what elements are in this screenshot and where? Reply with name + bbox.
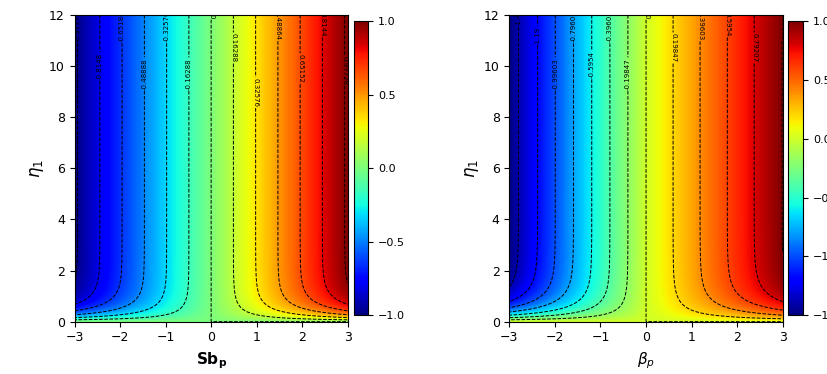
Text: -0.16288: -0.16288: [186, 58, 192, 90]
Text: 0.8144: 0.8144: [319, 12, 325, 36]
Text: 0: 0: [643, 14, 648, 19]
Text: -1.4: -1.4: [515, 13, 521, 27]
Text: -0.79603: -0.79603: [570, 10, 576, 42]
Text: -1.19: -1.19: [534, 27, 540, 45]
Y-axis label: $\eta_1$: $\eta_1$: [462, 159, 480, 178]
Text: -0.99603: -0.99603: [552, 58, 557, 90]
Text: -0.8148: -0.8148: [97, 53, 103, 80]
Text: -0.97776: -0.97776: [74, 10, 80, 42]
Text: -0.48888: -0.48888: [141, 58, 147, 90]
X-axis label: $\beta_p$: $\beta_p$: [636, 350, 654, 371]
Y-axis label: $\eta_1$: $\eta_1$: [28, 159, 46, 178]
Text: 0.99603: 0.99603: [778, 11, 784, 40]
Text: -0.65184: -0.65184: [119, 11, 125, 42]
Text: -0.19847: -0.19847: [624, 58, 630, 90]
Text: -0.39603: -0.39603: [606, 10, 612, 42]
Text: -0.5954: -0.5954: [588, 52, 594, 79]
Text: 0.97728: 0.97728: [342, 56, 347, 85]
Text: 0: 0: [208, 14, 214, 19]
Text: 0.39603: 0.39603: [696, 11, 702, 40]
Text: -0.32576: -0.32576: [164, 11, 170, 42]
Text: 0.65152: 0.65152: [297, 54, 303, 83]
Text: 0.16288: 0.16288: [230, 33, 236, 62]
Text: 0.79207: 0.79207: [750, 33, 756, 62]
Text: 0.48864: 0.48864: [275, 11, 280, 40]
Text: 0.19847: 0.19847: [669, 33, 676, 62]
Text: 0.5954: 0.5954: [724, 12, 729, 36]
X-axis label: $\mathbf{Sb_p}$: $\mathbf{Sb_p}$: [195, 350, 227, 371]
Text: 0.32576: 0.32576: [252, 78, 258, 107]
